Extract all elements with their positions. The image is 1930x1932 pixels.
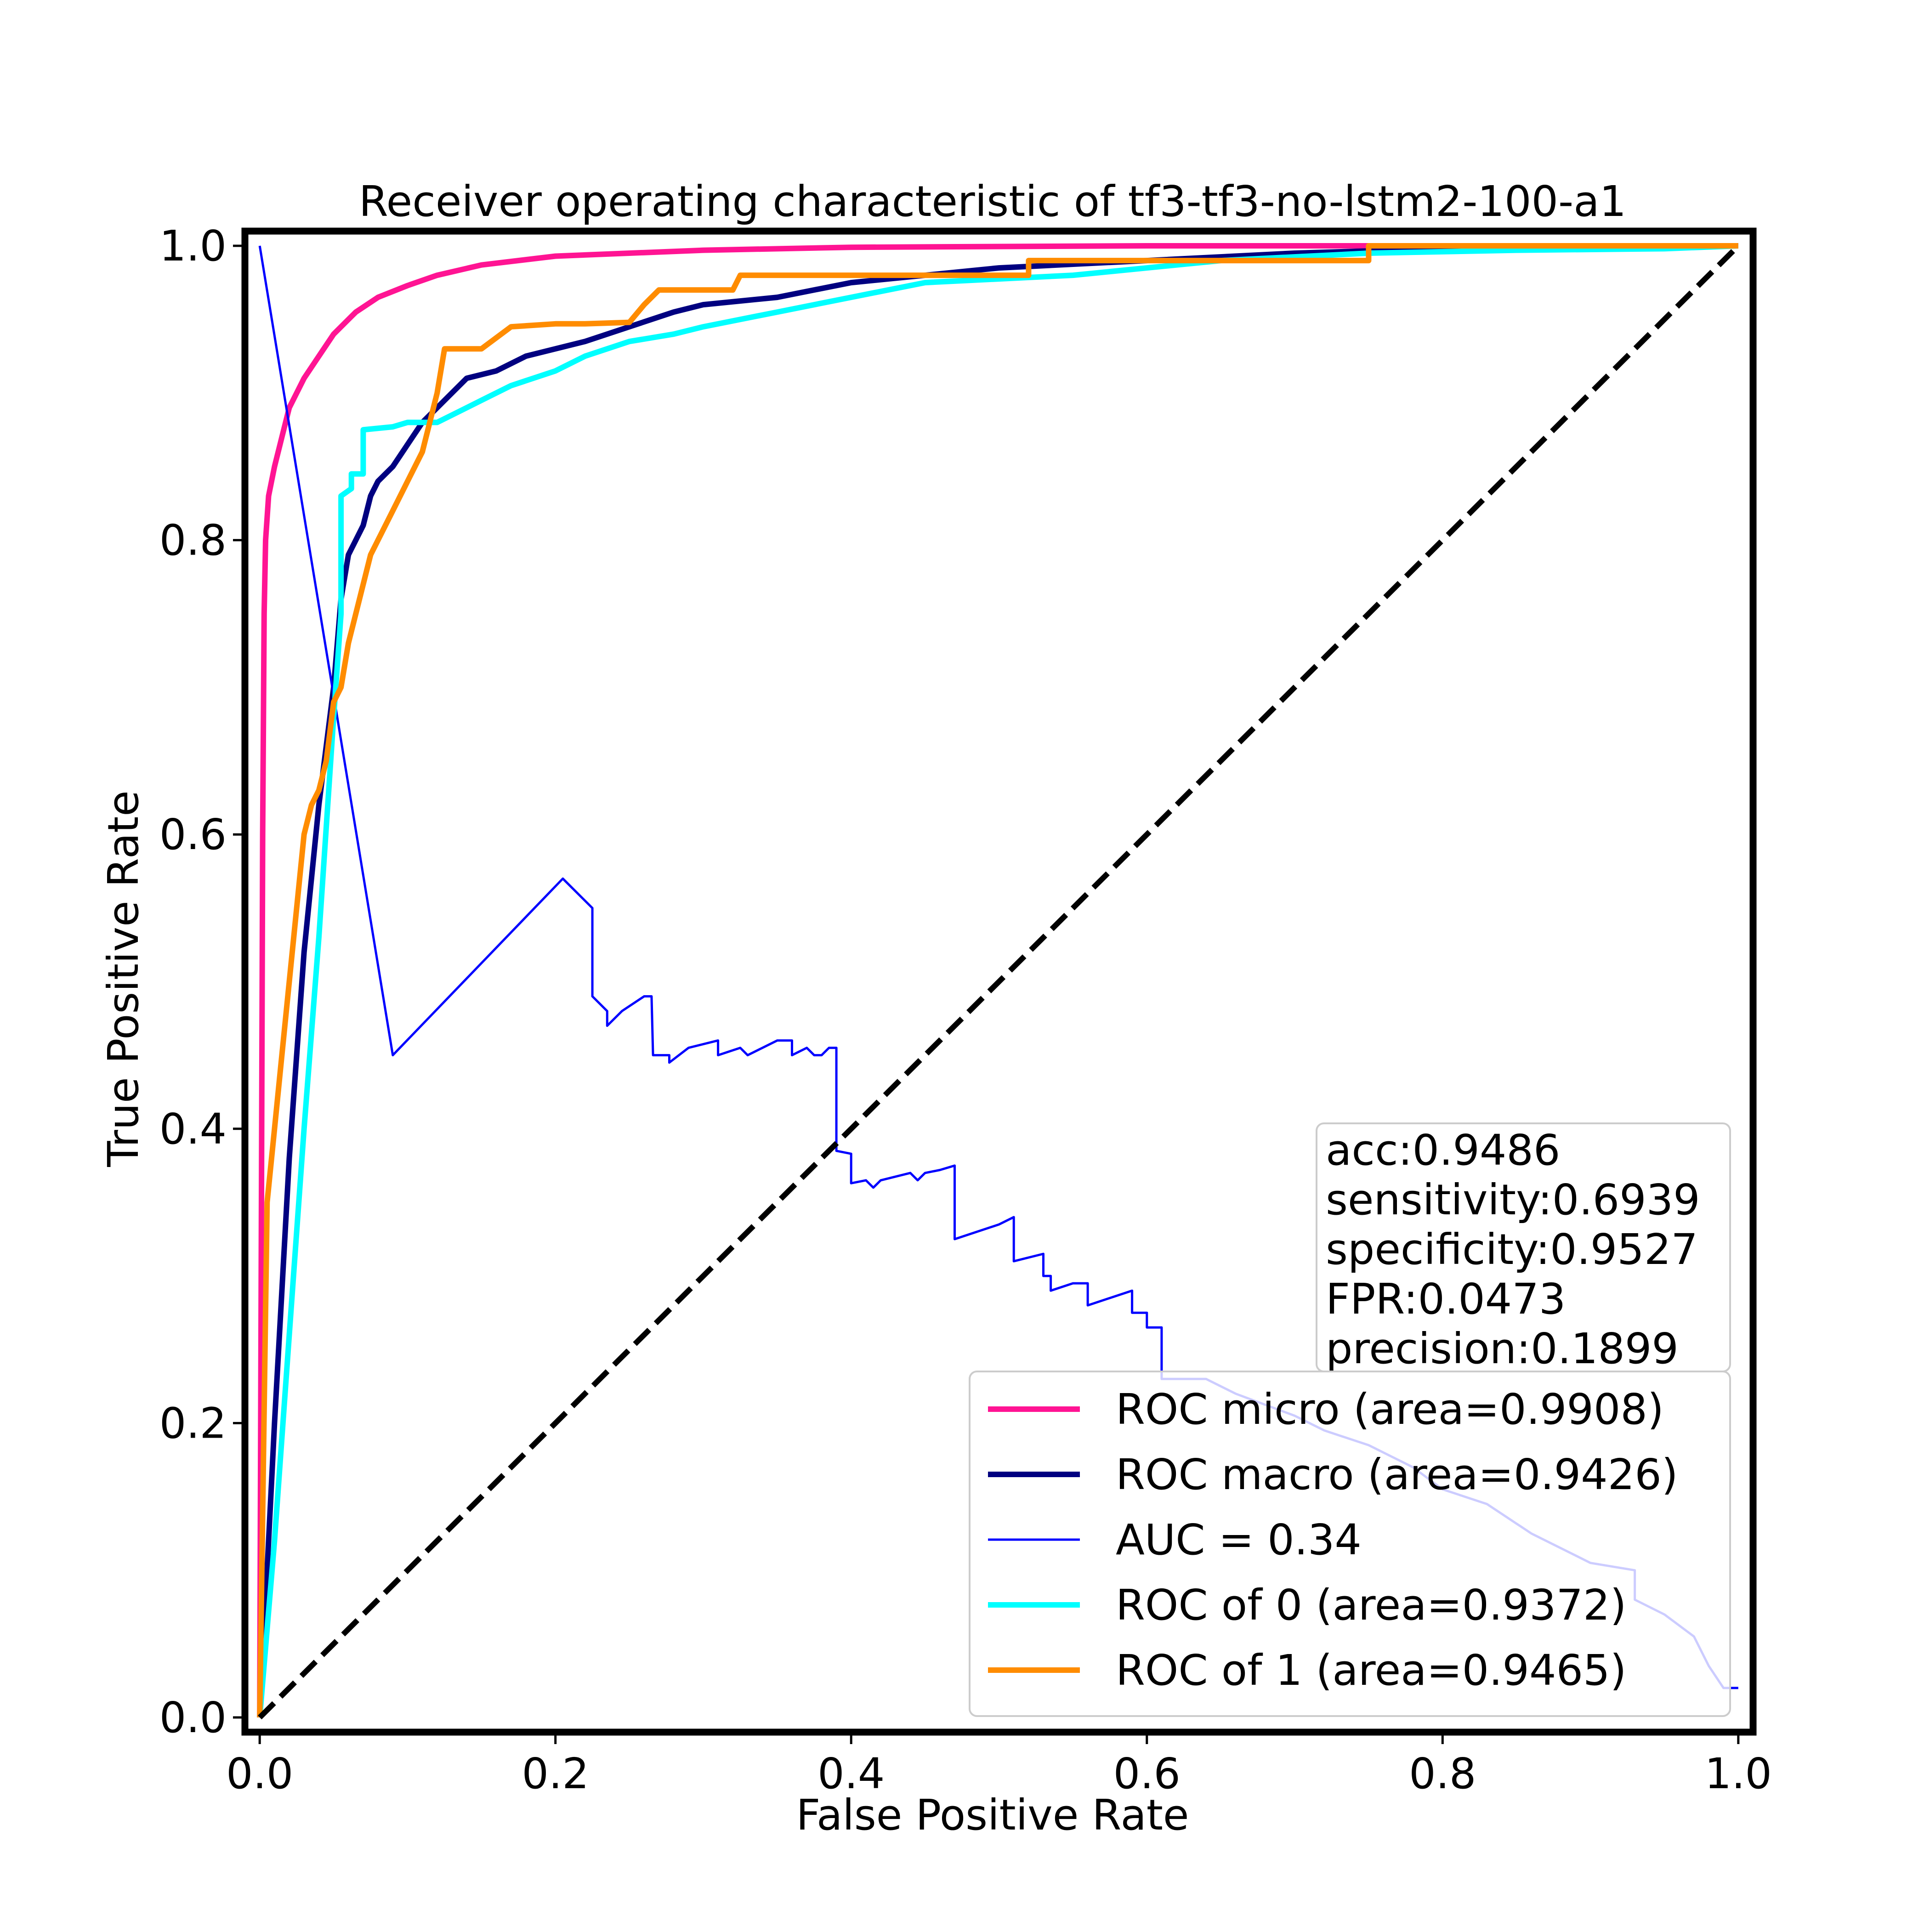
x-tick-label: 0.6 <box>1113 1749 1181 1798</box>
y-tick-label: 1.0 <box>159 221 227 271</box>
metrics-line: acc:0.9486 <box>1326 1126 1560 1175</box>
plot-frame <box>241 227 1757 1736</box>
legend-label: ROC of 0 (area=0.9372) <box>1116 1581 1626 1630</box>
x-axis-label: False Positive Rate <box>796 1790 1189 1840</box>
series-line-0 <box>257 243 1738 1718</box>
x-tick-label: 1.0 <box>1705 1749 1772 1798</box>
y-tick-label: 0.0 <box>159 1693 227 1742</box>
legend-label: ROC micro (area=0.9908) <box>1116 1385 1664 1434</box>
series-line-4 <box>257 243 1738 1718</box>
x-tick-label: 0.0 <box>226 1749 293 1798</box>
x-tick-label: 0.4 <box>817 1749 885 1798</box>
y-tick-label: 0.4 <box>159 1105 227 1154</box>
y-tick-label: 0.6 <box>159 810 227 859</box>
metrics-line: FPR:0.0473 <box>1326 1275 1566 1324</box>
metrics-box: acc:0.9486sensitivity:0.6939specificity:… <box>1316 1122 1731 1373</box>
y-axis-label: True Positive Rate <box>99 790 148 1167</box>
metrics-line: precision:0.1899 <box>1326 1324 1679 1373</box>
legend: ROC micro (area=0.9908) ROC macro (area=0… <box>969 1371 1731 1717</box>
legend-label: ROC macro (area=0.9426) <box>1116 1450 1678 1499</box>
diagonal-layer <box>257 244 1741 1720</box>
x-tick-label: 0.2 <box>522 1749 589 1798</box>
y-tick-label: 0.8 <box>159 516 227 565</box>
legend-label: ROC of 1 (area=0.9465) <box>1116 1646 1626 1695</box>
metrics-line: specificity:0.9527 <box>1326 1225 1698 1274</box>
x-tick-label: 0.8 <box>1409 1749 1476 1798</box>
y-tick-label: 0.2 <box>159 1399 227 1448</box>
chart-title: Receiver operating characteristic of tf3… <box>359 177 1626 226</box>
metrics-line: sensitivity:0.6939 <box>1326 1175 1700 1224</box>
axis-ticks: 0.0 0.2 0.4 0.6 0.8 1.0 0.0 0.2 0.4 0.6 0.8 1.0 <box>159 221 1772 1798</box>
chance-diagonal-line <box>257 244 1741 1720</box>
legend-label: AUC = 0.34 <box>1116 1515 1362 1564</box>
legend-frame <box>969 1371 1731 1717</box>
